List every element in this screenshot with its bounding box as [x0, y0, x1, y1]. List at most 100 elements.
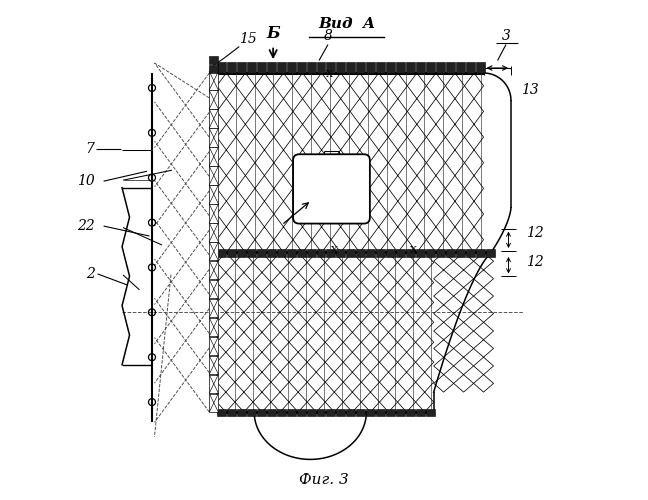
Bar: [386, 62, 395, 73]
Bar: [466, 248, 475, 258]
Bar: [406, 248, 415, 258]
Bar: [209, 185, 218, 204]
Bar: [209, 128, 218, 147]
Bar: [267, 408, 275, 416]
Text: 7: 7: [86, 142, 95, 156]
Text: 12: 12: [526, 256, 544, 270]
Bar: [209, 374, 218, 393]
Bar: [397, 248, 405, 258]
Text: 10: 10: [77, 174, 95, 188]
Circle shape: [151, 87, 153, 89]
Bar: [286, 62, 295, 73]
Bar: [356, 408, 365, 416]
Bar: [456, 248, 465, 258]
Bar: [217, 408, 226, 416]
Text: Фиг. 3: Фиг. 3: [299, 474, 349, 488]
Text: Х: Х: [410, 246, 417, 256]
Bar: [416, 62, 425, 73]
Bar: [416, 248, 425, 258]
Bar: [436, 62, 445, 73]
Bar: [286, 248, 295, 258]
Bar: [376, 408, 386, 416]
Bar: [257, 62, 266, 73]
Bar: [347, 248, 355, 258]
Bar: [209, 356, 218, 374]
Bar: [247, 248, 256, 258]
Bar: [426, 248, 435, 258]
Bar: [376, 248, 386, 258]
Bar: [376, 62, 386, 73]
Bar: [247, 62, 256, 73]
Bar: [366, 408, 375, 416]
Circle shape: [151, 266, 153, 268]
Bar: [347, 62, 355, 73]
Bar: [386, 248, 395, 258]
Bar: [209, 110, 218, 128]
Bar: [277, 408, 286, 416]
Bar: [397, 408, 405, 416]
Bar: [316, 62, 325, 73]
Bar: [209, 261, 218, 280]
Bar: [209, 64, 218, 73]
Bar: [267, 248, 275, 258]
Bar: [446, 248, 455, 258]
Bar: [209, 166, 218, 184]
Bar: [406, 408, 415, 416]
Bar: [406, 62, 415, 73]
Bar: [227, 248, 236, 258]
Bar: [307, 248, 316, 258]
Bar: [297, 62, 306, 73]
Bar: [217, 248, 226, 258]
Bar: [209, 394, 218, 412]
Text: 3: 3: [502, 29, 511, 43]
Bar: [327, 62, 336, 73]
Bar: [209, 72, 218, 90]
Bar: [209, 204, 218, 223]
Bar: [257, 408, 266, 416]
Bar: [456, 62, 465, 73]
Bar: [209, 242, 218, 260]
Bar: [476, 62, 485, 73]
Bar: [277, 62, 286, 73]
Bar: [356, 248, 365, 258]
Bar: [209, 337, 218, 355]
Circle shape: [151, 222, 153, 224]
Bar: [209, 56, 218, 64]
Bar: [397, 62, 405, 73]
Text: Х: Х: [330, 246, 338, 256]
Text: 13: 13: [521, 84, 538, 98]
Bar: [209, 280, 218, 298]
Bar: [297, 408, 306, 416]
Bar: [356, 62, 365, 73]
Bar: [336, 408, 345, 416]
Bar: [286, 408, 295, 416]
Text: 8: 8: [323, 29, 332, 43]
Bar: [426, 408, 435, 416]
Text: 22: 22: [77, 219, 95, 233]
Bar: [227, 62, 236, 73]
Text: Б: Б: [266, 24, 280, 42]
Bar: [316, 408, 325, 416]
Bar: [307, 408, 316, 416]
Bar: [237, 62, 246, 73]
Bar: [347, 408, 355, 416]
Bar: [336, 62, 345, 73]
Text: 15: 15: [239, 32, 257, 46]
Bar: [277, 248, 286, 258]
Bar: [307, 62, 316, 73]
Circle shape: [151, 312, 153, 314]
Bar: [209, 299, 218, 318]
Bar: [316, 248, 325, 258]
Bar: [237, 248, 246, 258]
Circle shape: [151, 176, 153, 178]
Bar: [257, 248, 266, 258]
Bar: [209, 223, 218, 242]
Bar: [366, 62, 375, 73]
Bar: [297, 248, 306, 258]
Bar: [209, 148, 218, 166]
Bar: [366, 248, 375, 258]
Circle shape: [151, 401, 153, 403]
Bar: [416, 408, 425, 416]
Bar: [217, 62, 226, 73]
Text: Х: Х: [325, 70, 332, 79]
